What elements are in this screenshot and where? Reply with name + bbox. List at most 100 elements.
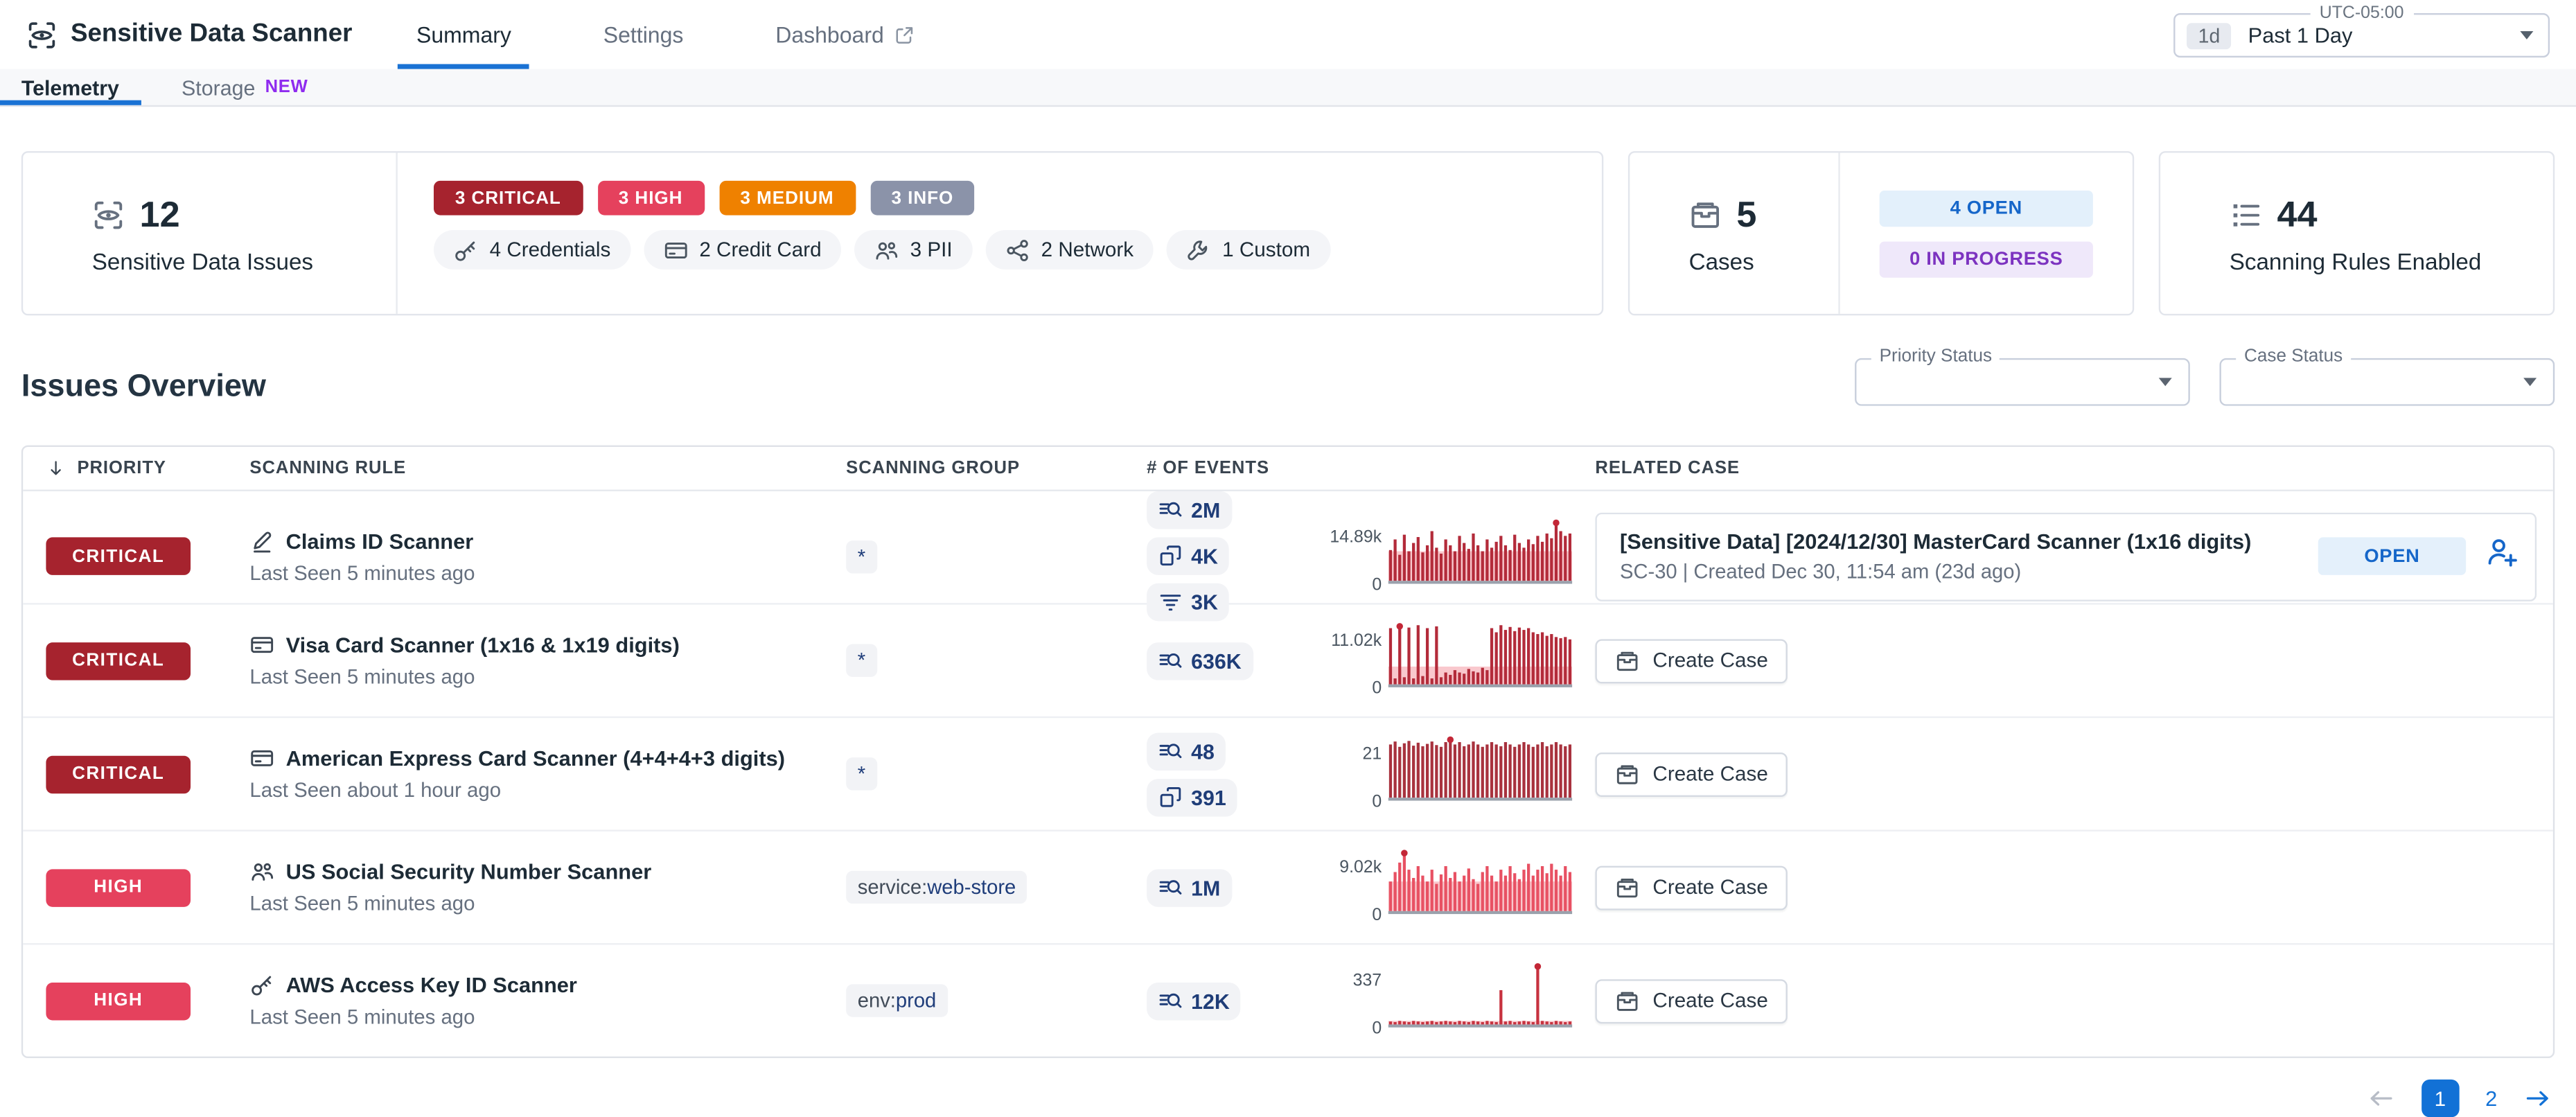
- tab-summary[interactable]: Summary: [398, 0, 529, 69]
- scan-eye-icon: [92, 198, 125, 231]
- column-header-priority[interactable]: PRIORITY: [46, 459, 249, 478]
- severity-badges: 3 CRITICAL 3 HIGH 3 MEDIUM 3 INFO: [433, 180, 1602, 216]
- rules-list-icon: [2230, 198, 2262, 231]
- sparkline-min-label: 0: [1372, 791, 1382, 812]
- cases-label: Cases: [1688, 247, 1754, 274]
- time-range-picker[interactable]: UTC-05:00 1d Past 1 Day: [2173, 3, 2550, 58]
- scanning-group-chip[interactable]: *: [846, 757, 877, 791]
- subtab-label: Telemetry: [21, 74, 119, 100]
- next-page-arrow[interactable]: [2523, 1084, 2551, 1112]
- sparkline-axis-labels: 21 0: [1323, 744, 1382, 811]
- column-header-of-events[interactable]: # OF EVENTS: [1147, 458, 1270, 479]
- scanning-group-chip[interactable]: env: prod: [846, 984, 948, 1017]
- event-count-chip[interactable]: 12K: [1147, 981, 1242, 1020]
- table-row[interactable]: CRITICAL Claims ID Scanner Last Seen 5 min…: [23, 491, 2553, 622]
- filter-case-status[interactable]: Case Status: [2219, 346, 2555, 406]
- category-chip-3-pii[interactable]: 3 PII: [854, 229, 973, 270]
- group-value: *: [857, 649, 866, 672]
- severity-badge-3-critical[interactable]: 3 CRITICAL: [433, 180, 583, 216]
- create-case-button[interactable]: Create Case: [1595, 978, 1788, 1023]
- event-count-chip[interactable]: 4K: [1147, 537, 1230, 575]
- last-seen-text: Last Seen about 1 hour ago: [249, 778, 502, 802]
- create-case-button[interactable]: Create Case: [1595, 865, 1788, 910]
- sparkline-chart: [1388, 623, 1573, 698]
- scanning-group-chip[interactable]: service: web-store: [846, 870, 1027, 904]
- arrow-left-icon: [2367, 1084, 2394, 1112]
- subtab-storage[interactable]: Storage NEW: [180, 69, 310, 105]
- page-button-2[interactable]: 2: [2485, 1086, 2498, 1111]
- event-count-chip[interactable]: 2M: [1147, 491, 1232, 529]
- event-count: 636K: [1191, 648, 1242, 674]
- related-case-cell: [Sensitive Data] [2024/12/30] MasterCard…: [1574, 511, 2553, 601]
- event-count-chip[interactable]: 1M: [1147, 868, 1232, 906]
- rules-label: Scanning Rules Enabled: [2229, 247, 2482, 274]
- related-case-card[interactable]: [Sensitive Data] [2024/12/30] MasterCard…: [1595, 511, 2537, 601]
- scanning-rule-name[interactable]: US Social Security Number Scanner: [249, 859, 846, 884]
- column-header-scanning-group[interactable]: SCANNING GROUP: [846, 458, 1020, 479]
- sparkline-max-label: 9.02k: [1339, 857, 1382, 878]
- category-chip-4-credentials[interactable]: 4 Credentials: [433, 229, 630, 270]
- category-chip-2-network[interactable]: 2 Network: [985, 229, 1154, 270]
- case-icon: [1615, 988, 1640, 1013]
- sparkline-max-label: 337: [1352, 971, 1382, 991]
- scanning-group-chip[interactable]: *: [846, 539, 877, 573]
- chevron-down-icon: [2523, 378, 2537, 387]
- category-chip-1-custom[interactable]: 1 Custom: [1166, 229, 1330, 270]
- create-case-label: Create Case: [1652, 649, 1768, 672]
- category-label: 1 Custom: [1222, 238, 1311, 262]
- previous-page-arrow[interactable]: [2367, 1084, 2394, 1112]
- column-header-related-case[interactable]: RELATED CASE: [1595, 458, 1740, 479]
- subtab-label: Storage: [182, 74, 256, 100]
- group-key: env:: [857, 989, 896, 1012]
- issues-label: Sensitive Data Issues: [91, 247, 314, 274]
- tab-settings[interactable]: Settings: [599, 0, 689, 69]
- scanning-rule-name[interactable]: Claims ID Scanner: [249, 528, 846, 553]
- event-count: 3K: [1191, 590, 1218, 615]
- sort-down-icon: [46, 459, 65, 478]
- table-row[interactable]: CRITICAL American Express Card Scanner (4…: [23, 718, 2553, 832]
- create-case-button[interactable]: Create Case: [1595, 751, 1788, 796]
- table-row[interactable]: HIGH US Social Security Number Scanner Las…: [23, 832, 2553, 945]
- tab-dashboard[interactable]: Dashboard: [770, 0, 920, 69]
- subtab-telemetry[interactable]: Telemetry: [0, 69, 140, 105]
- credit-card-icon: [663, 238, 688, 263]
- person-add-icon-button[interactable]: [2486, 536, 2518, 577]
- app-header: Sensitive Data Scanner Summary Settings Da…: [0, 0, 2576, 69]
- related-case-cell: Create Case: [1574, 638, 2553, 683]
- filter-label: Case Status: [2236, 346, 2352, 367]
- case-status-badge-4-open: 4 OPEN: [1879, 189, 2093, 227]
- sparkline-max-label: 21: [1362, 744, 1382, 764]
- column-label: PRIORITY: [77, 458, 166, 479]
- severity-badge-3-info[interactable]: 3 INFO: [870, 180, 976, 216]
- scanning-rule-cell: American Express Card Scanner (4+4+4+3 d…: [249, 746, 846, 802]
- sparkline-axis-labels: 337 0: [1323, 971, 1382, 1038]
- logs-icon: [1158, 875, 1183, 900]
- network-icon: [1005, 238, 1030, 263]
- page-button-1[interactable]: 1: [2421, 1079, 2460, 1117]
- people-icon: [249, 859, 274, 884]
- table-row[interactable]: CRITICAL Visa Card Scanner (1x16 & 1x19 d…: [23, 605, 2553, 719]
- group-value: web-store: [927, 875, 1016, 899]
- event-count-chip[interactable]: 391: [1147, 777, 1238, 816]
- scanning-group-chip[interactable]: *: [846, 644, 877, 677]
- scanning-rule-name[interactable]: Visa Card Scanner (1x16 & 1x19 digits): [249, 633, 846, 657]
- section-title: Issues Overview: [21, 369, 266, 405]
- severity-badge-3-medium[interactable]: 3 MEDIUM: [718, 180, 856, 216]
- case-open-badge: OPEN: [2318, 537, 2467, 575]
- scanning-rule-name[interactable]: American Express Card Scanner (4+4+4+3 d…: [249, 746, 846, 771]
- event-count-chip[interactable]: 3K: [1147, 583, 1230, 622]
- scanning-rule-name[interactable]: AWS Access Key ID Scanner: [249, 973, 846, 997]
- event-count-chip[interactable]: 636K: [1147, 641, 1253, 680]
- event-count-chip[interactable]: 48: [1147, 732, 1226, 770]
- category-chip-2-credit-card[interactable]: 2 Credit Card: [643, 229, 842, 270]
- severity-badge-3-high[interactable]: 3 HIGH: [597, 180, 705, 216]
- sparkline-chart: [1388, 518, 1573, 594]
- filter-priority-status[interactable]: Priority Status: [1855, 346, 2190, 406]
- last-seen-text: Last Seen 5 minutes ago: [249, 892, 475, 915]
- create-case-button[interactable]: Create Case: [1595, 638, 1788, 683]
- case-status-badge-0-in-progress: 0 IN PROGRESS: [1879, 240, 2093, 277]
- column-header-scanning-rule[interactable]: SCANNING RULE: [249, 458, 407, 479]
- table-row[interactable]: HIGH AWS Access Key ID Scanner Last Seen 5…: [23, 944, 2553, 1056]
